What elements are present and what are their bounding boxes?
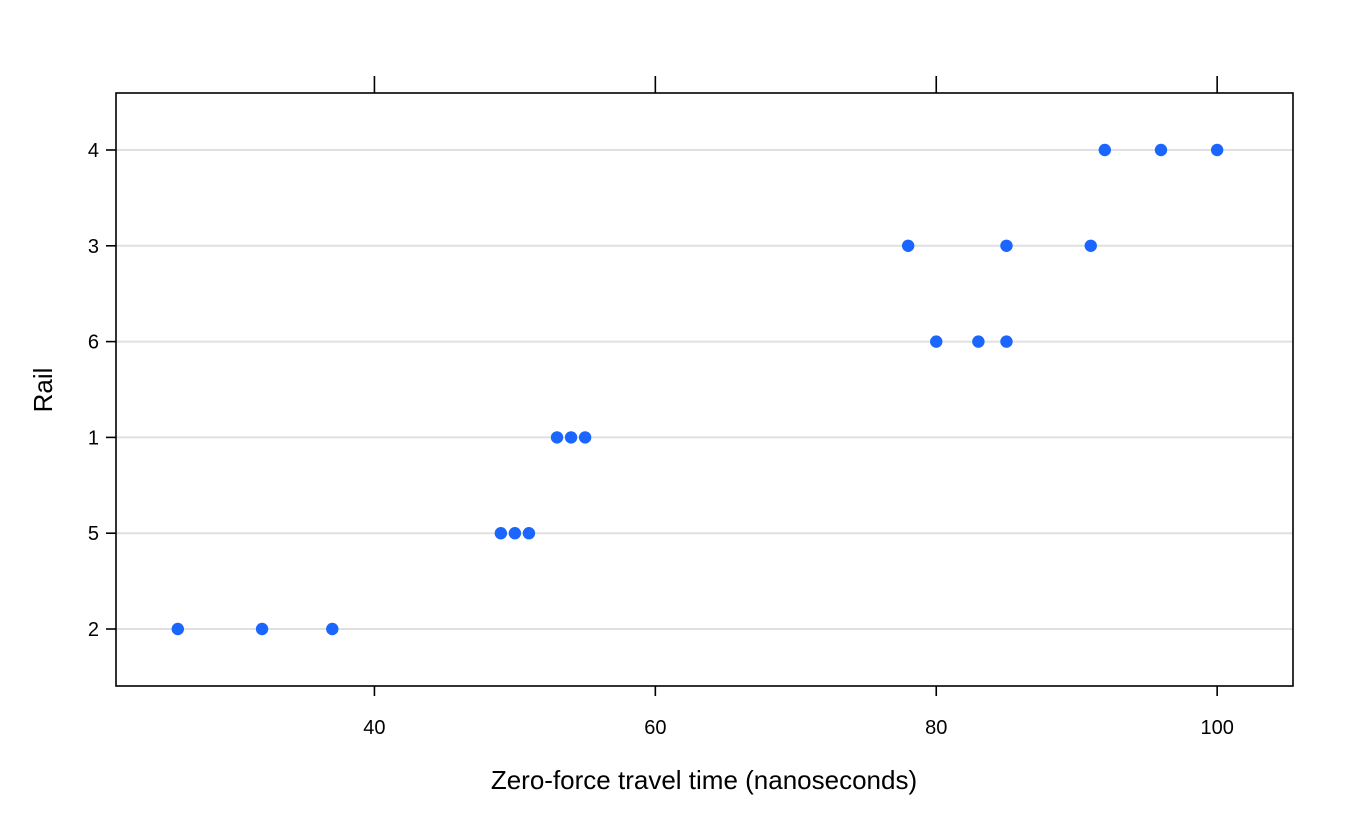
y-tick-label-3: 3 <box>88 236 99 258</box>
y-tick-label-1: 1 <box>88 427 99 449</box>
x-tick-label-80: 80 <box>925 717 947 739</box>
plot-frame <box>115 92 1294 687</box>
x-tick-label-60: 60 <box>644 717 666 739</box>
data-point-rail-5-5 <box>522 527 536 540</box>
data-point-rail-2-0 <box>171 622 184 636</box>
y-tick-label-5: 5 <box>88 523 99 545</box>
x-tick-label-40: 40 <box>363 717 385 739</box>
data-point-rail-4-16 <box>1154 143 1168 157</box>
y-tick-label-2: 2 <box>88 619 99 641</box>
y-axis-title: Rail <box>28 368 58 413</box>
axis-ticks: 2 5 1 6 3 4 40 60 80 100 <box>88 76 1234 739</box>
y-tick-label-6: 6 <box>88 332 99 354</box>
data-point-rail-1-7 <box>564 431 578 444</box>
data-point-rail-3-12 <box>901 239 915 252</box>
x-tick-label-100: 100 <box>1200 717 1233 739</box>
data-point-rail-5-3 <box>494 527 508 540</box>
x-axis-title: Zero-force travel time (nanoseconds) <box>491 765 917 795</box>
y-tick-label-4: 4 <box>88 140 99 162</box>
data-point-rail-3-13 <box>1000 239 1013 252</box>
data-point-rail-2-1 <box>255 622 269 636</box>
data-point-rail-6-11 <box>1000 335 1013 348</box>
data-point-rail-4-15 <box>1098 143 1111 157</box>
data-point-rail-6-10 <box>972 335 985 348</box>
data-point-rail-4-17 <box>1210 143 1224 157</box>
data-point-rail-2-2 <box>326 622 339 636</box>
data-point-rail-1-6 <box>550 431 564 444</box>
data-points <box>171 143 1224 636</box>
data-point-rail-1-8 <box>578 431 592 444</box>
gridlines <box>116 149 1293 630</box>
data-point-rail-3-14 <box>1084 239 1097 252</box>
data-point-rail-6-9 <box>930 335 943 348</box>
data-point-rail-5-4 <box>508 527 522 540</box>
